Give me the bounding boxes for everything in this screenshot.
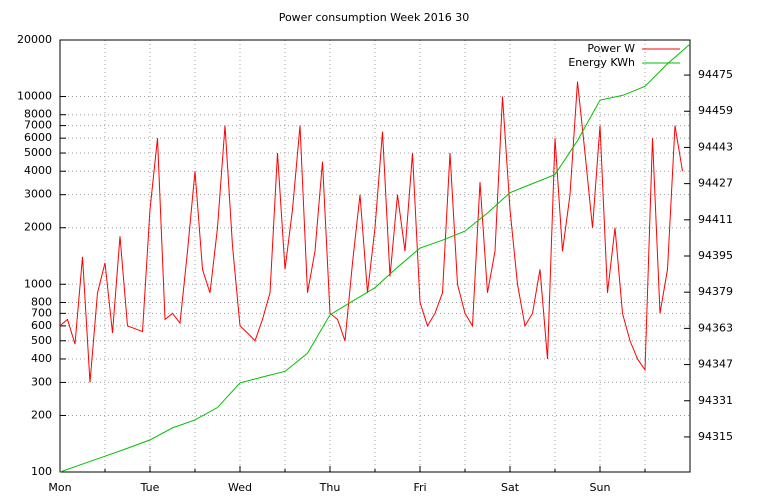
y-tick-label: 700 bbox=[31, 306, 52, 319]
y-tick-label: 500 bbox=[31, 334, 52, 347]
x-tick-label: Mon bbox=[48, 481, 71, 494]
y2-tick-label: 94395 bbox=[698, 249, 733, 262]
y2-tick-label: 94427 bbox=[698, 177, 733, 190]
x-tick-label: Fri bbox=[413, 481, 426, 494]
x-tick-label: Thu bbox=[319, 481, 341, 494]
y-tick-label: 300 bbox=[31, 375, 52, 388]
y2-tick-label: 94475 bbox=[698, 68, 733, 81]
x-tick-label: Sun bbox=[590, 481, 611, 494]
y-tick-label: 200 bbox=[31, 408, 52, 421]
x-tick-label: Tue bbox=[140, 481, 160, 494]
legend-label: Energy KWh bbox=[568, 56, 635, 69]
series-line bbox=[59, 43, 691, 473]
y-tick-label: 800 bbox=[31, 295, 52, 308]
y-tick-label: 600 bbox=[31, 319, 52, 332]
y-tick-label: 4000 bbox=[24, 164, 52, 177]
y-tick-label: 8000 bbox=[24, 108, 52, 121]
series-line bbox=[59, 81, 683, 383]
y2-tick-label: 94379 bbox=[698, 285, 733, 298]
y-tick-label: 1000 bbox=[24, 277, 52, 290]
x-tick-label: Sat bbox=[501, 481, 520, 494]
y-tick-label: 5000 bbox=[24, 146, 52, 159]
y-tick-label: 2000 bbox=[24, 221, 52, 234]
y2-tick-label: 94443 bbox=[698, 140, 733, 153]
chart-title: Power consumption Week 2016 30 bbox=[279, 11, 470, 24]
y-tick-label: 7000 bbox=[24, 119, 52, 132]
y-tick-label: 10000 bbox=[17, 90, 52, 103]
y-tick-label: 20000 bbox=[17, 33, 52, 46]
y2-tick-label: 94331 bbox=[698, 394, 733, 407]
y-tick-label: 100 bbox=[31, 465, 52, 478]
y2-tick-label: 94347 bbox=[698, 358, 733, 371]
y2-tick-label: 94363 bbox=[698, 321, 733, 334]
y2-tick-label: 94459 bbox=[698, 104, 733, 117]
legend-label: Power W bbox=[587, 42, 635, 55]
y2-tick-label: 94411 bbox=[698, 213, 733, 226]
x-tick-label: Wed bbox=[228, 481, 252, 494]
y2-tick-label: 94315 bbox=[698, 430, 733, 443]
plot-frame bbox=[59, 39, 691, 473]
y-tick-label: 6000 bbox=[24, 131, 52, 144]
y-tick-label: 400 bbox=[31, 352, 52, 365]
y-tick-label: 3000 bbox=[24, 188, 52, 201]
